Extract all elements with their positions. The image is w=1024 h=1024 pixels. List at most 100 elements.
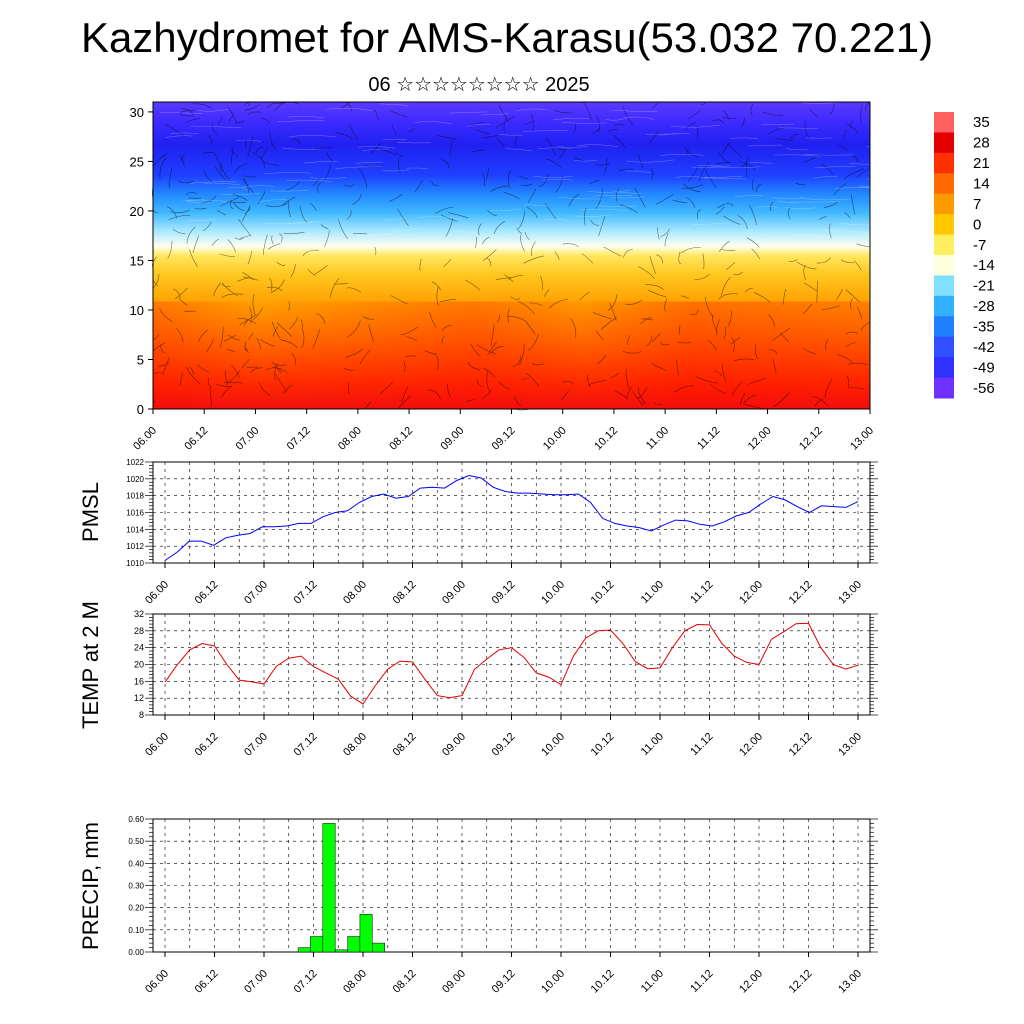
temp-series-line [164,622,859,705]
streamline [152,343,166,352]
streamline [374,246,377,256]
y-tick-label: 0.10 [128,926,144,935]
streamline [714,371,723,377]
streamline-light [696,165,722,167]
streamline [179,114,195,117]
streamline [595,188,604,209]
streamline-light [815,165,856,168]
streamline [309,203,317,211]
streamline-light [394,238,417,241]
x-tick-label: 09.00 [440,968,468,996]
streamline [723,326,726,340]
streamline [449,139,453,156]
streamline [544,289,550,298]
streamline-light [800,198,850,201]
colorbar-label: 7 [973,196,981,213]
streamline [682,184,703,189]
x-tick-label: 13.00 [836,968,864,996]
streamline [731,380,743,396]
streamline [340,101,351,109]
streamline [783,289,787,305]
streamline-light [542,179,573,181]
streamline-light [779,127,818,130]
streamline [683,183,701,193]
streamline [233,202,245,212]
streamline [312,329,321,349]
streamline [486,167,489,180]
streamline [291,353,296,365]
streamline [570,318,577,338]
streamline [651,363,667,371]
streamline [223,334,237,342]
streamline [269,278,273,291]
streamline [274,363,278,381]
streamline-light [397,141,431,144]
streamline [281,196,296,207]
streamline [676,341,692,344]
streamline [159,308,173,322]
streamline-light [170,132,199,135]
streamline [347,382,350,395]
y-tick-label: 1018 [126,492,144,501]
colorbar-swatch [934,193,954,215]
streamline-light [802,102,837,104]
streamline [312,177,322,187]
colorbar-label: -49 [973,359,995,376]
streamline [346,287,361,293]
streamline-light [310,176,347,180]
streamline [603,246,622,257]
streamline [392,124,397,135]
streamline [664,298,668,312]
x-tick-label: 10.00 [541,425,569,453]
streamline [721,249,736,251]
streamline [370,142,382,154]
streamline [487,341,497,356]
streamline [637,387,646,405]
streamline [260,338,275,347]
streamline [623,249,633,258]
colorbar-label: -14 [973,257,995,274]
streamline [507,315,527,322]
streamline [722,364,727,383]
streamline [476,344,496,354]
streamline [271,361,287,366]
streamline [503,191,520,200]
colorbar-swatch [934,112,954,133]
streamline [696,376,718,384]
streamline-light [533,175,573,178]
streamline [697,125,699,139]
streamline [221,293,244,298]
streamline [482,249,497,261]
streamline [168,167,173,189]
temperature-profile-panel: 0 5 10 15 20 25 30 06.00 06.12 07.00 07.12 08.00 08.… [130,100,916,453]
streamline [678,251,681,265]
y-tick-label: 28 [134,626,144,636]
streamline [654,402,663,406]
streamline [224,370,229,384]
streamline [529,302,543,306]
streamline [531,241,536,256]
x-tick-label: 09.00 [440,579,468,607]
colorbar-label: 28 [973,135,990,152]
streamline [202,151,215,154]
streamline [287,201,291,218]
streamline-light [595,205,638,207]
x-tick-label: 09.12 [490,731,518,759]
y-tick-label: 0.00 [128,948,144,957]
streamline [752,178,755,192]
streamline [730,337,741,345]
streamline [769,349,777,355]
streamline [261,147,268,158]
streamline [821,305,841,311]
streamline [652,333,661,343]
streamline-light [552,118,590,121]
streamline-light [357,233,391,237]
x-tick-label: 07.12 [285,425,313,453]
streamline [622,106,634,126]
streamline [860,104,862,123]
streamline [493,220,506,234]
streamline-light [866,145,904,148]
streamline [857,169,869,178]
streamline [521,377,530,381]
streamline [178,155,185,167]
